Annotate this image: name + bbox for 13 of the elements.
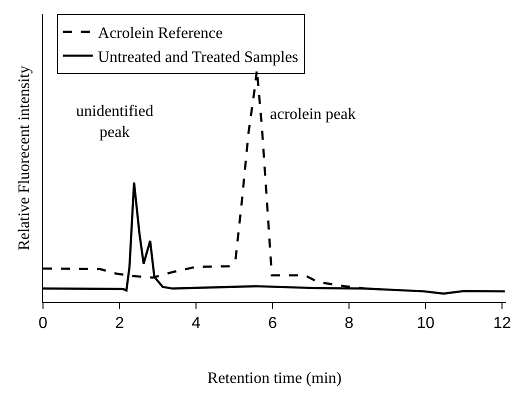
x-tick-label: 4 [192,315,201,332]
y-axis-title: Relative Fluorecent intensity [16,66,33,250]
x-tick-label: 2 [115,315,124,332]
annotation: acrolein peak [270,106,356,123]
x-axis-title: Retention time (min) [207,370,342,387]
x-tick-label: 12 [493,315,512,332]
annotation: unidentified peak [76,103,154,141]
x-tick-label: 10 [416,315,435,332]
legend-label: Untreated and Treated Samples [98,48,298,66]
x-tick-label: 0 [38,315,48,332]
x-tick-label: 8 [344,315,354,332]
legend-label: Acrolein Reference [98,25,223,42]
x-tick-label: 6 [268,315,278,332]
